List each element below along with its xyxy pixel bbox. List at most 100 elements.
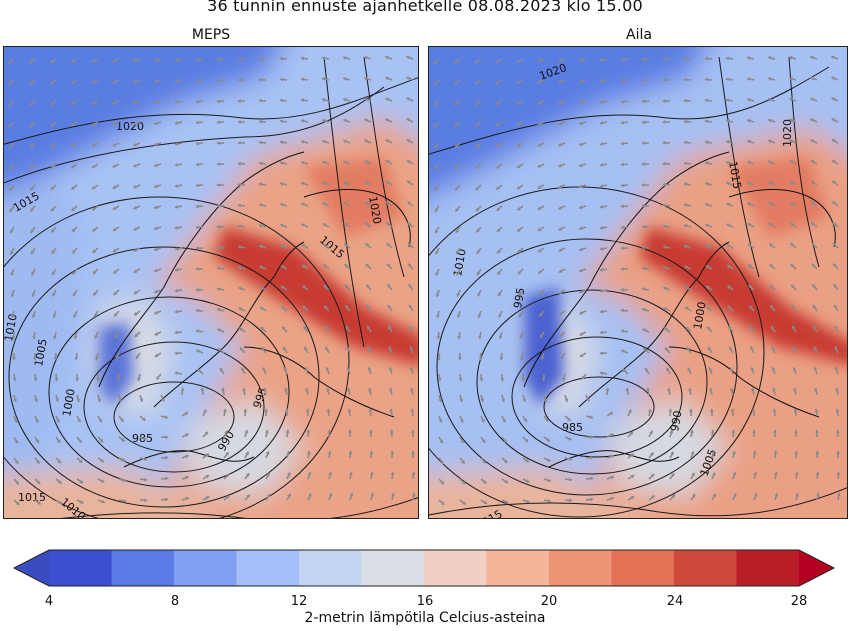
wind-arrow-head	[238, 286, 242, 291]
wind-arrow-head	[216, 162, 220, 167]
wind-arrow-head	[831, 97, 835, 101]
wind-arrow-head	[684, 244, 688, 249]
wind-arrow-head	[344, 264, 349, 268]
wind-arrow-head	[237, 245, 242, 250]
wind-arrow-head	[368, 429, 373, 433]
wind-arrow-head	[71, 143, 75, 148]
wind-arrow-head	[641, 224, 645, 229]
wind-arrow-head	[343, 160, 347, 165]
wind-arrow-head	[92, 228, 96, 232]
wind-arrow-head	[260, 306, 264, 311]
wind-arrow-head	[590, 455, 594, 460]
wind-arrow-head	[258, 140, 262, 145]
wind-arrow-head	[474, 59, 479, 64]
wind-arrow-head	[8, 60, 12, 64]
wind-arrow-head	[366, 305, 371, 309]
wind-arrow-head	[705, 265, 710, 269]
wind-arrow-head	[747, 243, 752, 248]
wind-arrow-head	[790, 243, 794, 247]
wind-arrow-head	[75, 378, 80, 382]
wind-arrow-head	[364, 160, 369, 164]
wind-arrow-head	[547, 499, 552, 503]
wind-arrow-head	[684, 223, 688, 228]
wind-arrow-head	[216, 141, 220, 146]
wind-arrow-head	[831, 139, 836, 143]
wind-arrow-head	[831, 55, 835, 60]
wind-arrow-head	[385, 76, 389, 81]
wind-arrow-head	[812, 284, 816, 288]
wind-arrow-head	[280, 244, 284, 249]
wind-arrow-head	[731, 429, 736, 433]
wind-arrow-head	[279, 56, 283, 61]
wind-arrow-head	[285, 429, 290, 433]
wind-arrow-head	[537, 122, 541, 126]
wind-arrow-head	[642, 328, 646, 332]
wind-arrow-head	[579, 289, 583, 294]
wind-arrow-head	[666, 367, 670, 372]
wind-arrow-head	[237, 78, 241, 83]
wind-arrow-head	[770, 305, 774, 309]
wind-arrow-head	[599, 79, 604, 83]
wind-arrow-head	[300, 119, 305, 124]
wind-arrow-head	[144, 477, 148, 482]
wind-arrow-head	[14, 460, 19, 464]
wind-arrow-head	[710, 429, 715, 433]
colorbar-segments	[12, 549, 836, 587]
wind-arrow-head	[261, 347, 265, 351]
wind-arrow-head	[620, 267, 624, 272]
wind-arrow-head	[266, 494, 271, 498]
wind-arrow-head	[35, 439, 39, 444]
coastlines	[98, 151, 411, 468]
wind-arrow-head	[726, 160, 730, 165]
wind-arrow-head	[200, 387, 205, 391]
wind-arrow-head	[387, 263, 391, 268]
wind-arrow-head	[258, 161, 262, 166]
wind-arrow-head	[154, 100, 158, 105]
wind-arrow-head	[769, 243, 773, 248]
wind-arrow-head	[498, 292, 502, 297]
wind-arrow-head	[620, 57, 625, 62]
wind-arrow-head	[342, 56, 347, 60]
wind-arrow-head	[789, 76, 793, 81]
wind-arrow-head	[460, 439, 464, 444]
wind-arrow-head	[789, 118, 793, 123]
wind-arrow-head	[225, 452, 229, 456]
wind-arrow-head	[306, 429, 311, 433]
wind-arrow-head	[503, 459, 508, 463]
colorbar-tick: 20	[540, 594, 558, 609]
wind-arrow-head	[407, 222, 412, 226]
wind-arrow-head	[704, 56, 708, 61]
wind-arrow-head	[706, 306, 710, 310]
wind-arrow-head	[835, 429, 840, 433]
wind-arrow-head	[34, 398, 39, 402]
wind-arrow-head	[833, 284, 837, 288]
wind-arrow-head	[689, 408, 694, 412]
wind-arrow-head	[526, 499, 530, 504]
wind-arrow-head	[29, 102, 33, 106]
wind-arrow-head	[726, 202, 730, 207]
colorbar-segment	[549, 550, 612, 586]
wind-arrow-head	[516, 101, 521, 105]
wind-arrow-head	[95, 356, 99, 361]
wind-arrow-head	[408, 263, 412, 268]
wind-arrow-head	[114, 312, 118, 317]
wind-arrow-head	[112, 227, 117, 231]
wind-arrow-head	[564, 398, 569, 402]
wind-arrow-head	[437, 378, 442, 382]
wind-arrow-head	[579, 205, 583, 210]
wind-arrow-head	[165, 435, 169, 440]
wind-arrow-head	[558, 142, 562, 147]
wind-arrow-head	[301, 264, 306, 269]
wind-arrow-head	[610, 433, 614, 438]
wind-arrow-head	[537, 58, 541, 63]
colorbar-tick: 28	[790, 594, 808, 609]
wind-arrow-head	[789, 97, 793, 102]
wind-arrow-head	[589, 415, 593, 419]
wind-arrow-head	[91, 143, 96, 147]
wind-arrow-head	[281, 285, 285, 290]
wind-arrow-head	[133, 79, 137, 84]
wind-arrow-head	[50, 144, 54, 148]
wind-arrow-head	[369, 471, 374, 476]
wind-arrow-head	[133, 58, 137, 63]
wind-arrow-head	[641, 141, 645, 146]
